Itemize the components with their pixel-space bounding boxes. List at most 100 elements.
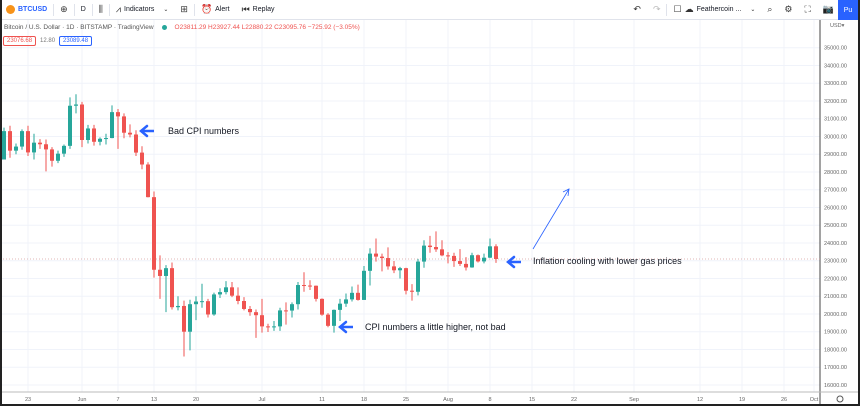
replay-button[interactable]: ⏮ Replay [236,0,281,20]
candle-down [326,314,330,326]
annotation-bad-cpi[interactable]: Bad CPI numbers [168,126,240,136]
gear-icon: ⚙ [784,4,793,14]
market-status-icon [161,25,167,30]
candle-down [308,285,312,287]
alert-button[interactable]: ⏰ Alert [195,0,236,20]
currency-selector[interactable]: USD▾ [830,23,845,29]
candle-down [122,116,126,133]
x-tick-label: 11 [319,397,325,403]
candle-down [428,245,432,248]
candle-down [44,144,48,150]
y-tick-label: 29000.00 [824,152,847,158]
candle-up [104,138,108,140]
candle-up [368,253,372,271]
indicators-label: Indicators [124,6,155,13]
divider [193,3,195,16]
candle-down [170,268,174,308]
annotation-inflation-cooling[interactable]: Inflation cooling with lower gas prices [533,256,682,266]
square-icon: ☐ [673,4,682,14]
snapshot-button[interactable]: 📷 [817,0,840,20]
x-tick-label: 25 [403,397,409,403]
candle-down [440,249,444,256]
sell-price-button[interactable]: 23076.68 [3,36,37,46]
candle-down [260,315,264,327]
candle-up [482,257,486,262]
candle-down [182,305,186,332]
candle-down [26,131,30,153]
x-tick-label: Aug [443,397,453,403]
candle-up [86,128,90,140]
candle-down [254,312,258,316]
x-tick-label: 23 [25,397,31,403]
candle-down [266,326,270,328]
chevron-down-icon: ⌄ [163,6,169,13]
candle-down [410,290,414,292]
x-tick-label: Oct [810,397,819,403]
chevron-down-icon: ⌄ [750,6,756,13]
candle-up [350,292,354,300]
candle-down [158,269,162,276]
interval-button[interactable]: D [75,0,92,20]
y-tick-label: 34000.00 [824,63,847,69]
candle-down [248,308,252,313]
camera-icon: 📷 [822,4,834,14]
indicators-icon: ⩘ [115,4,121,14]
divider [91,3,93,16]
candle-up [278,310,282,327]
indicators-button[interactable]: ⩘ Indicators ⌄ [110,0,174,20]
y-tick-label: 20000.00 [824,312,847,318]
search-button[interactable]: ⌕ [761,0,778,20]
annotation-cpi-higher[interactable]: CPI numbers a little higher, not bad [365,322,506,332]
candle-down [128,132,132,135]
candle-down [392,266,396,271]
undo-icon: ↶ [633,4,641,14]
candle-down [386,258,390,267]
candle-up [188,304,192,332]
chart-legend: Bitcoin / U.S. Dollar · 1D · BITSTAMP · … [4,24,360,31]
fullscreen-button[interactable]: ⛶ [798,0,816,20]
y-tick-label: 28000.00 [824,170,847,176]
layout-button[interactable]: ☐ ☁ Feathercoin ... ⌄ [667,0,761,20]
candle-down [374,253,378,257]
candle-up [110,112,114,139]
symbol-search[interactable]: BTCUSD [0,0,53,20]
candle-down [134,134,138,153]
x-tick-label: 26 [781,397,787,403]
candle-up [56,153,60,161]
y-tick-label: 17000.00 [824,365,847,371]
y-tick-label: 27000.00 [824,188,847,194]
divider [666,3,668,16]
cloud-icon: ☁ [684,4,694,14]
y-tick-label: 21000.00 [824,294,847,300]
candle-up [62,145,66,154]
plus-circle-icon: ⊕ [60,4,68,14]
legend-ohlc: O23811.29 H23927.44 L22880.22 C23095.76 … [174,24,360,31]
candle-down [458,261,462,264]
redo-icon: ↷ [652,4,661,14]
candle-down [476,255,480,262]
templates-button[interactable]: ⊞ [174,0,194,20]
y-tick-label: 18000.00 [824,347,847,353]
y-tick-label: 32000.00 [824,99,847,105]
publish-button[interactable]: Pu [838,0,858,20]
chart-type-button[interactable]: ⫼ [93,0,109,20]
candle-down [50,149,54,161]
compare-button[interactable]: ⊕ [54,0,74,20]
undo-button[interactable]: ↶ [627,0,647,20]
candle-down [452,255,456,262]
top-toolbar: BTCUSD ⊕ D ⫼ ⩘ Indicators ⌄ ⊞ ⏰ Alert ⏮ Repl… [0,0,860,20]
gear-icon [836,395,844,403]
arrow-left-icon-head [338,320,348,334]
settings-button[interactable]: ⚙ [778,0,798,20]
buy-price-button[interactable]: 23089.48 [59,36,93,46]
x-tick-label: 19 [739,397,745,403]
candle-down [404,268,408,291]
redo-button[interactable]: ↷ [647,0,667,20]
buy-sell-panel: 23076.68 12.80 23089.48 [3,36,93,46]
replay-label: Replay [252,6,275,13]
candle-up [422,245,426,262]
candle-up [176,305,180,308]
candle-up [200,301,204,303]
y-tick-label: 35000.00 [824,46,847,52]
